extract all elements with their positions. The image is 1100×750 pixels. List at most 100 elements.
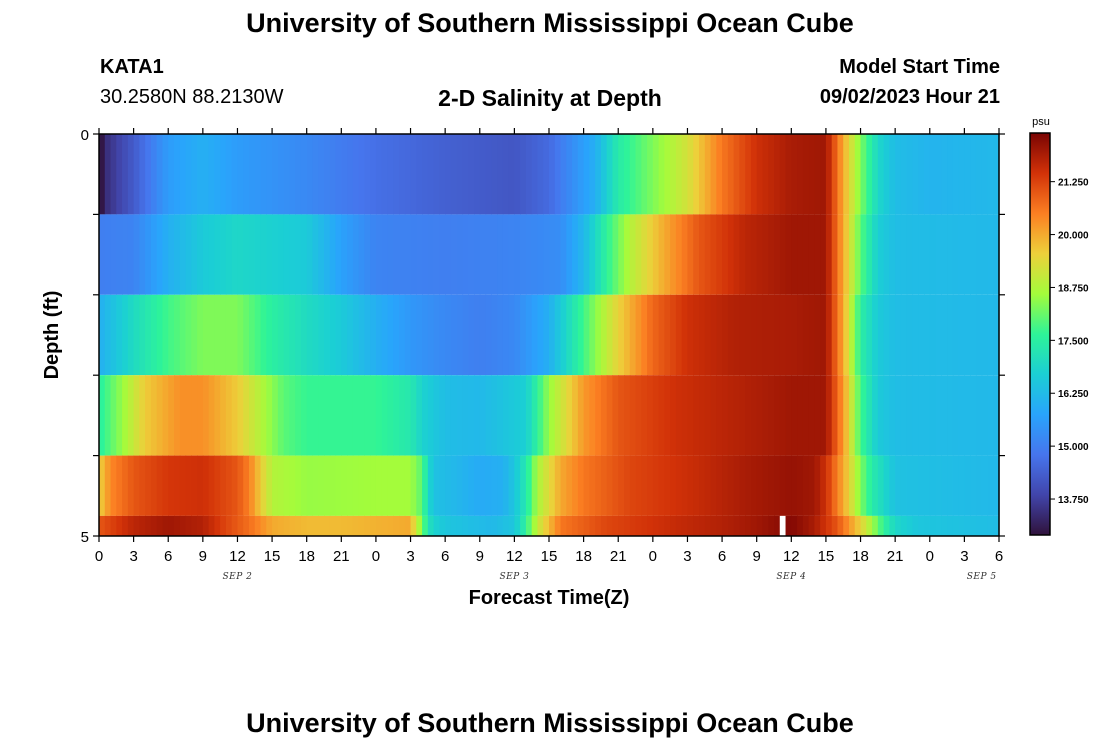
heatmap-cell <box>756 455 764 516</box>
heatmap-cell <box>704 134 712 215</box>
heatmap-cell <box>249 134 256 215</box>
heatmap-cell <box>716 455 723 516</box>
heatmap-cell <box>750 134 758 215</box>
heatmap-cell <box>970 455 977 516</box>
heatmap-cell <box>935 515 942 536</box>
heatmap-cell <box>508 294 515 376</box>
heatmap-cell <box>214 294 221 376</box>
heatmap-cell <box>970 294 977 376</box>
heatmap-cell <box>629 214 637 295</box>
heatmap-cell <box>652 455 660 516</box>
heatmap-cell <box>266 375 273 456</box>
heatmap-cell <box>99 134 106 215</box>
heatmap-cell <box>618 515 625 536</box>
heatmap-cell <box>647 455 654 516</box>
heatmap-cell <box>768 455 775 516</box>
heatmap-cell <box>174 134 181 215</box>
heatmap-cell <box>560 375 567 456</box>
heatmap-cell <box>739 294 746 376</box>
heatmap-cell <box>127 214 135 295</box>
heatmap-cell <box>664 214 671 295</box>
day-label: SEP 3 <box>499 572 529 582</box>
heatmap-cell <box>312 134 319 215</box>
heatmap-cell <box>762 515 769 536</box>
heatmap-cell <box>508 134 515 215</box>
heatmap-cell <box>600 515 608 536</box>
heatmap-cell <box>306 515 314 536</box>
heatmap-cell <box>774 515 781 536</box>
heatmap-cell <box>727 375 735 456</box>
heatmap-cell <box>249 294 256 376</box>
heatmap-cell <box>220 214 227 295</box>
heatmap-cell <box>635 214 642 295</box>
heatmap-cell <box>214 134 221 215</box>
heatmap-cell <box>693 375 700 456</box>
heatmap-cell <box>318 294 325 376</box>
heatmap-cell <box>572 214 579 295</box>
heatmap-cell <box>849 375 856 456</box>
heatmap-cell <box>433 294 440 376</box>
x-tick-label: 21 <box>610 548 627 565</box>
heatmap-cell <box>543 214 550 295</box>
heatmap-cell <box>162 214 169 295</box>
heatmap-cell <box>877 294 885 376</box>
heatmap-cell <box>866 214 873 295</box>
heatmap-cell <box>410 214 417 295</box>
x-tick-label: 3 <box>129 548 137 565</box>
heatmap-cell <box>352 515 360 536</box>
heatmap-cell <box>485 455 492 516</box>
heatmap-cell <box>756 294 764 376</box>
heatmap-cell <box>797 134 804 215</box>
heatmap-cell <box>537 375 544 456</box>
heatmap-cell <box>664 455 671 516</box>
heatmap-cell <box>670 375 677 456</box>
heatmap-cell <box>145 134 152 215</box>
heatmap-cell <box>900 375 908 456</box>
heatmap-cell <box>635 375 642 456</box>
heatmap-cell <box>156 455 164 516</box>
heatmap-cell <box>185 134 192 215</box>
heatmap-cell <box>652 515 660 536</box>
heatmap-cell <box>808 375 815 456</box>
heatmap-cell <box>427 375 435 456</box>
heatmap-cell <box>964 134 971 215</box>
heatmap-cell <box>260 515 267 536</box>
heatmap-cell <box>658 134 665 215</box>
heatmap-cell <box>508 515 515 536</box>
heatmap-cell <box>531 515 539 536</box>
heatmap-cell <box>877 375 885 456</box>
heatmap-cell <box>416 375 423 456</box>
heatmap-cell <box>531 214 539 295</box>
heatmap-cell <box>981 455 989 516</box>
heatmap-cell <box>514 515 521 536</box>
heatmap-cell <box>254 294 262 376</box>
heatmap-cell <box>462 515 469 536</box>
heatmap-cell <box>572 375 579 456</box>
heatmap-cell <box>993 455 1000 516</box>
heatmap-cell <box>612 214 619 295</box>
heatmap-cell <box>427 515 435 536</box>
heatmap-cell <box>324 455 331 516</box>
heatmap-cell <box>324 134 331 215</box>
heatmap-cell <box>629 134 637 215</box>
heatmap-cell <box>929 134 937 215</box>
heatmap-cell <box>139 294 146 376</box>
heatmap-cell <box>872 214 879 295</box>
heatmap-cell <box>381 515 389 536</box>
heatmap-row <box>99 294 1000 376</box>
heatmap-cell <box>381 455 389 516</box>
heatmap-cell <box>549 375 556 456</box>
heatmap-cell <box>560 214 567 295</box>
heatmap-cell <box>208 455 215 516</box>
heatmap-cell <box>814 214 821 295</box>
heatmap-cell <box>941 134 948 215</box>
heatmap-cell <box>670 294 677 376</box>
heatmap-cell <box>918 455 925 516</box>
heatmap-cell <box>624 134 631 215</box>
heatmap-cell <box>618 455 625 516</box>
heatmap-cell <box>941 214 948 295</box>
heatmap-cell <box>479 455 487 516</box>
heatmap-cell <box>329 515 337 536</box>
heatmap-cells <box>99 134 1000 536</box>
heatmap-cell <box>895 134 902 215</box>
